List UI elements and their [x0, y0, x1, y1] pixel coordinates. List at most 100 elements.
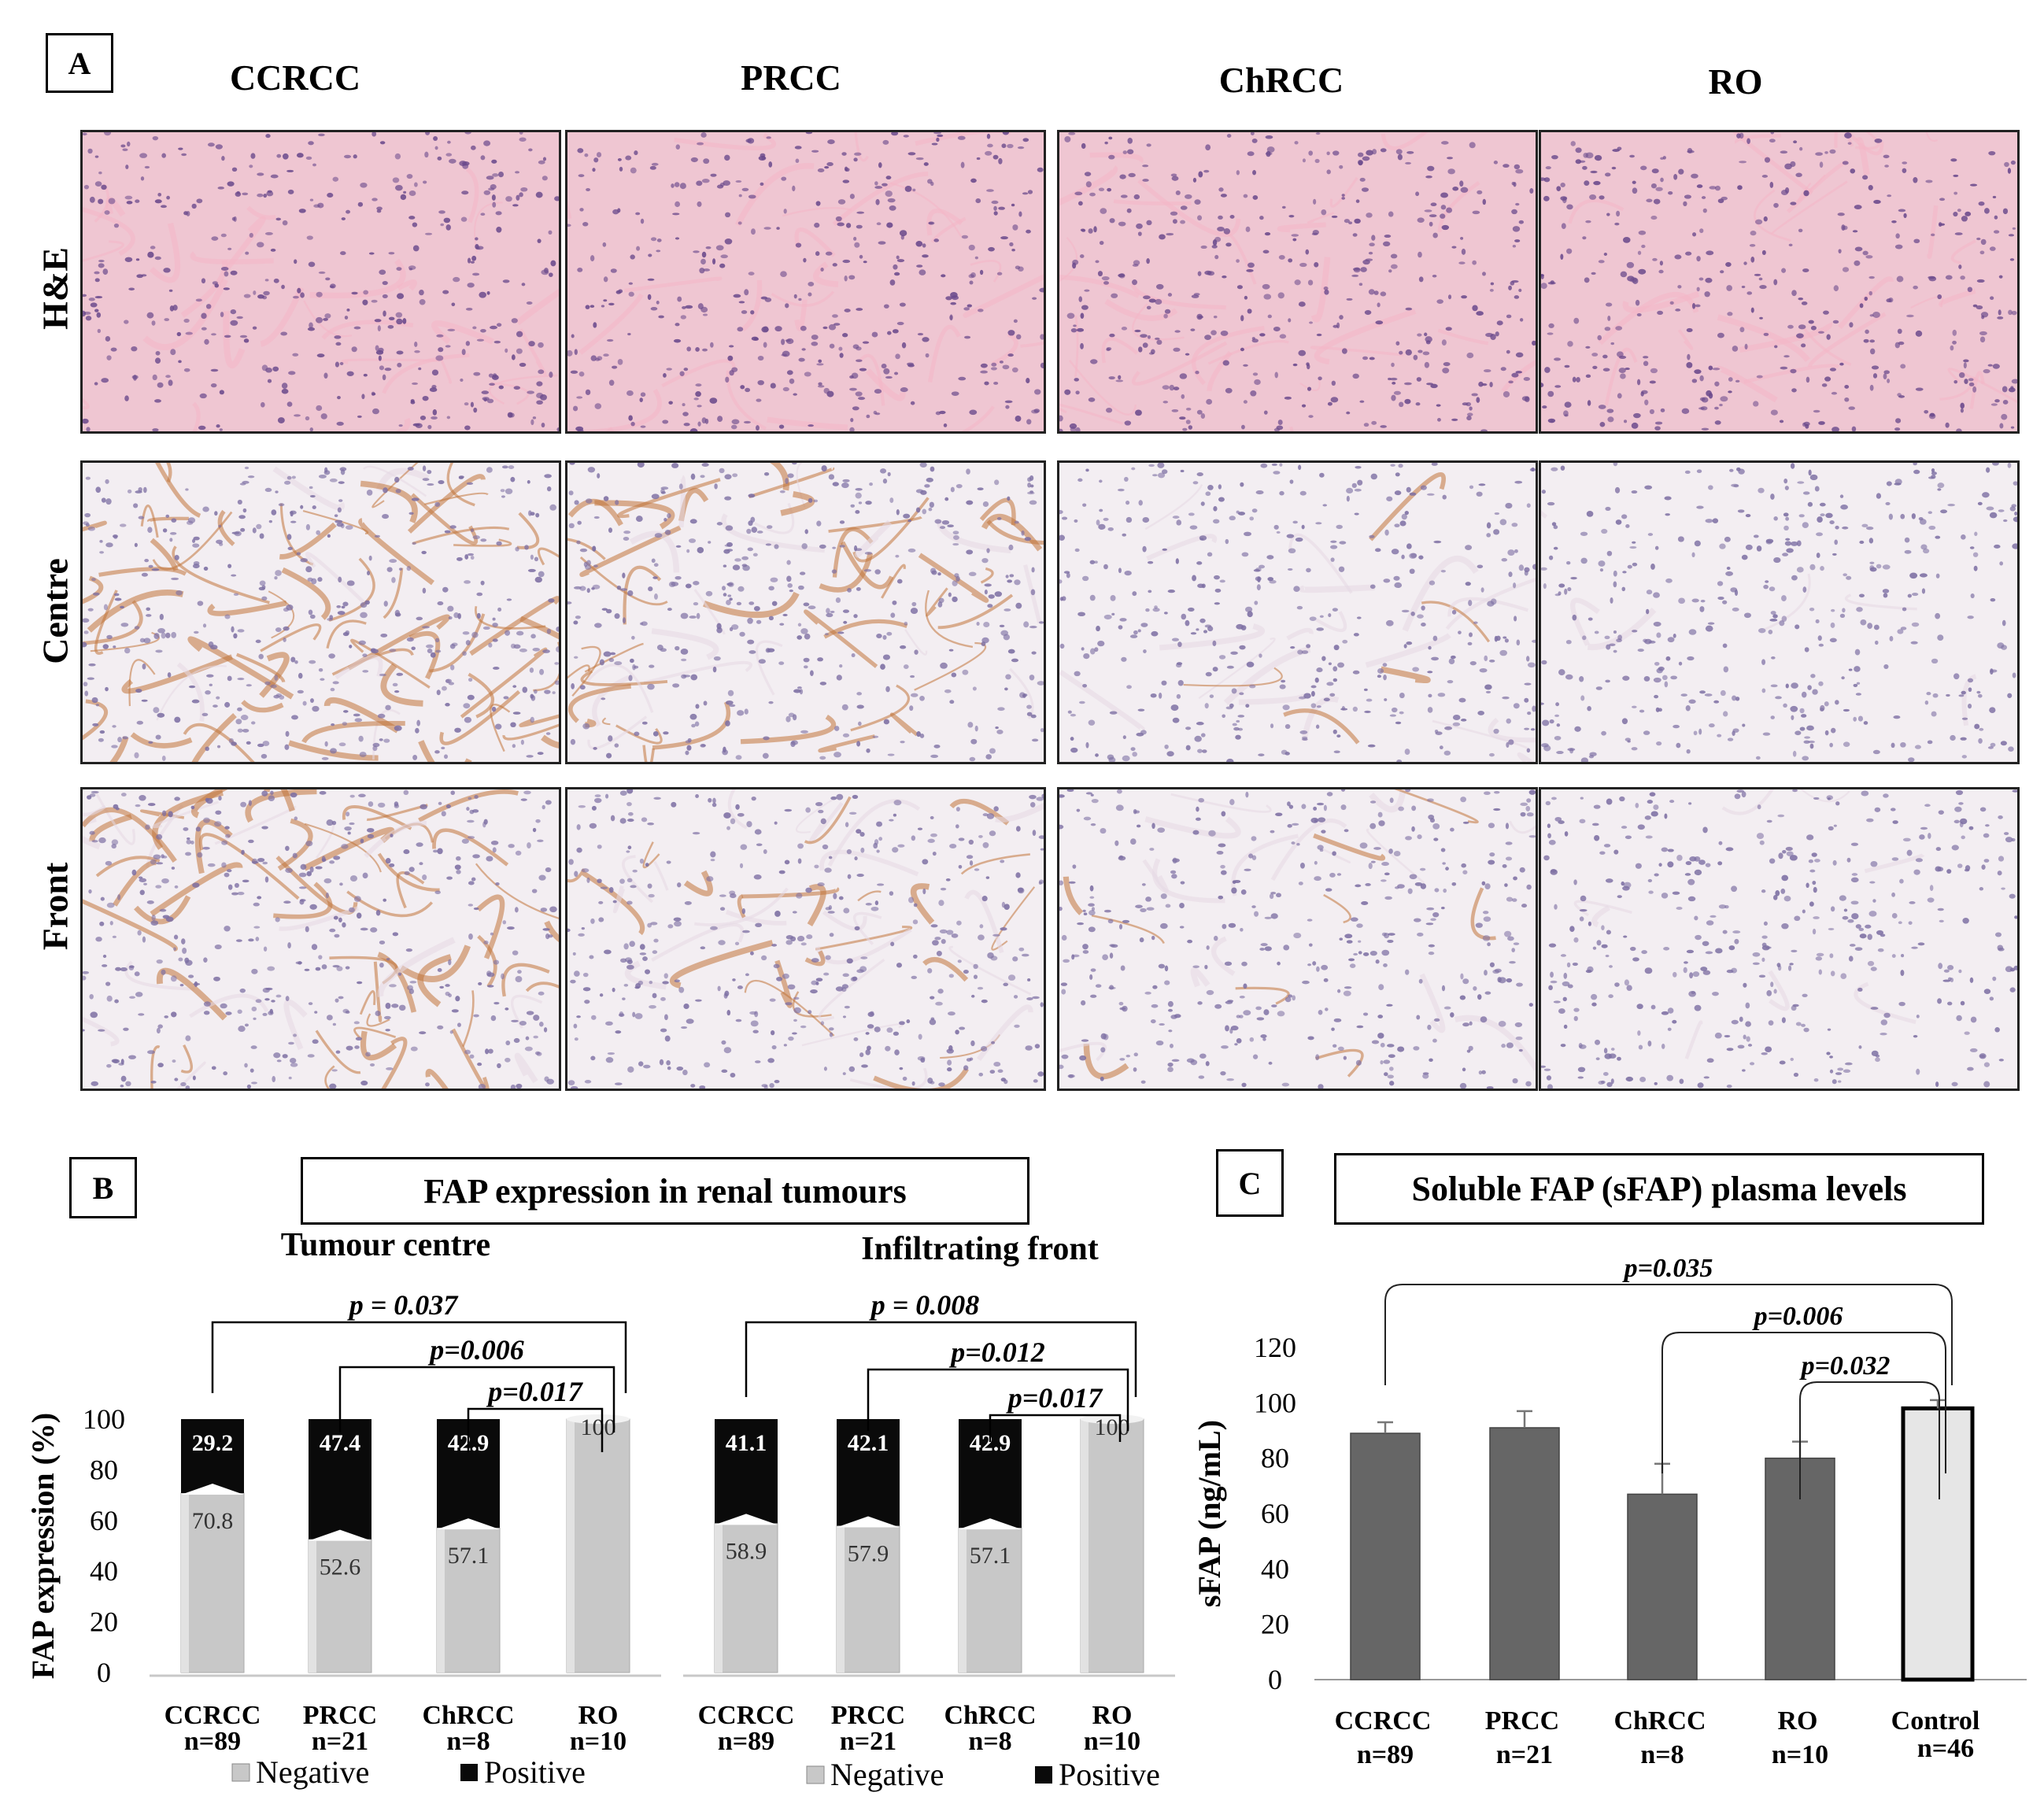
bar-bevel: [181, 1484, 244, 1495]
category-n-label: n=10: [570, 1727, 627, 1756]
bar-negative: [308, 1539, 372, 1673]
y-tick-label: 20: [90, 1606, 118, 1638]
micrograph-centre-prcc: [565, 460, 1046, 764]
sfap-bar: [1489, 1427, 1560, 1680]
category-n-label: n=46: [1917, 1734, 1974, 1763]
data-label-negative: 70.8: [192, 1508, 234, 1534]
bar-positive: [309, 1419, 371, 1540]
significance-label: p=0.035: [1622, 1254, 1713, 1283]
significance-label: p=0.006: [1752, 1302, 1843, 1331]
row-label-front: Front: [35, 862, 76, 951]
category-n-label: n=89: [1357, 1740, 1414, 1769]
significance-bracket: [989, 1414, 1122, 1442]
bar-negative-highlight: [309, 1539, 316, 1673]
category-n-label: n=8: [968, 1727, 1011, 1756]
y-tick-label: 80: [90, 1454, 118, 1485]
y-tick-label: 40: [90, 1555, 118, 1587]
bar-negative-highlight: [1081, 1419, 1089, 1673]
micrograph-he-ro: [1539, 130, 2020, 434]
panel-b-title: FAP expression in renal tumours: [301, 1157, 1029, 1225]
legend-swatch-positive: [1035, 1766, 1052, 1784]
significance-bracket: [338, 1366, 615, 1432]
subplot-title: Infiltrating front: [861, 1231, 1098, 1267]
micrograph-centre-chrcc: [1057, 460, 1538, 764]
data-label-positive: 47.4: [320, 1430, 361, 1456]
subplot-title: Tumour centre: [281, 1227, 490, 1263]
significance-label: p=0.032: [1799, 1351, 1891, 1381]
micrograph-he-ccrcc: [80, 130, 561, 434]
y-tick-label: 60: [1261, 1498, 1289, 1529]
category-label: RO: [1092, 1701, 1133, 1730]
panel-c-label: C: [1216, 1149, 1284, 1217]
bar-negative: [836, 1525, 900, 1673]
category-label: CCRCC: [164, 1701, 261, 1730]
data-label-negative: 100: [581, 1414, 616, 1440]
bar-negative-highlight: [567, 1419, 575, 1673]
bar-negative: [1080, 1418, 1144, 1673]
micrograph-centre-ro: [1539, 460, 2020, 764]
category-label: ChRCC: [422, 1701, 514, 1730]
category-n-label: n=89: [718, 1727, 774, 1756]
category-label: RO: [578, 1701, 619, 1730]
panel-b-label: B: [69, 1157, 137, 1218]
sfap-bar: [1350, 1432, 1421, 1680]
bar-negative-highlight: [837, 1525, 845, 1673]
column-label-ro: RO: [1708, 61, 1763, 102]
y-tick-label: 60: [90, 1505, 118, 1536]
category-label: ChRCC: [944, 1701, 1036, 1730]
micrograph-centre-ccrcc: [80, 460, 561, 764]
sfap-bar: [1627, 1493, 1698, 1680]
legend-swatch-negative: [231, 1763, 250, 1782]
category-n-label: n=21: [1496, 1740, 1553, 1769]
bar-negative-highlight: [715, 1523, 723, 1673]
data-label-positive: 41.1: [726, 1430, 767, 1456]
bar-positive: [181, 1419, 244, 1494]
bar-negative-highlight: [959, 1528, 967, 1673]
bar-negative-highlight: [181, 1493, 189, 1673]
significance-bracket: [745, 1321, 1137, 1397]
row-label-centre: Centre: [35, 558, 76, 664]
category-n-label: n=8: [1640, 1740, 1684, 1769]
significance-label: p=0.012: [948, 1336, 1045, 1368]
legend-swatch-positive: [460, 1764, 478, 1781]
category-label: Control: [1891, 1706, 1980, 1736]
significance-bracket: [211, 1321, 627, 1393]
bar-bevel: [837, 1516, 900, 1528]
significance-bracket: [467, 1407, 604, 1452]
category-label: CCRCC: [698, 1701, 795, 1730]
bar-negative-highlight: [437, 1528, 445, 1673]
y-tick-label: 0: [1268, 1664, 1282, 1695]
significance-label: p = 0.008: [869, 1289, 980, 1321]
data-label-negative: 57.1: [970, 1543, 1011, 1569]
category-n-label: n=10: [1084, 1727, 1140, 1756]
category-label: PRCC: [303, 1701, 377, 1730]
category-label: CCRCC: [1335, 1706, 1432, 1736]
significance-label: p=0.017: [1006, 1382, 1104, 1414]
y-tick-label: 120: [1254, 1332, 1296, 1363]
bar-bevel: [437, 1518, 500, 1530]
bar-negative: [714, 1522, 778, 1673]
bar-negative: [180, 1492, 245, 1673]
bar-negative: [566, 1418, 630, 1673]
column-label-chrcc: ChRCC: [1218, 60, 1344, 100]
significance-label: p=0.006: [427, 1334, 524, 1366]
y-tick-label: 100: [83, 1403, 125, 1435]
legend-label-negative: Negative: [256, 1754, 369, 1790]
panel-b-chart: FAP expression (%) 0 20 40 60 80 100 Tumour cen…: [25, 1227, 1175, 1792]
column-label-ccrcc: CCRCC: [229, 57, 361, 98]
panel-c-title: Soluble FAP (sFAP) plasma levels: [1334, 1153, 1984, 1225]
micrograph-front-prcc: [565, 787, 1046, 1091]
bar-bevel: [959, 1518, 1022, 1530]
y-tick-label: 40: [1261, 1553, 1289, 1584]
category-label: ChRCC: [1613, 1706, 1706, 1736]
micrograph-front-chrcc: [1057, 787, 1538, 1091]
y-tick-label: 80: [1261, 1443, 1289, 1474]
significance-bracket: [1384, 1284, 1953, 1385]
bar-negative: [436, 1527, 501, 1673]
significance-label: p = 0.037: [347, 1289, 460, 1321]
column-label-prcc: PRCC: [741, 57, 841, 98]
category-label: PRCC: [831, 1701, 905, 1730]
category-n-label: n=10: [1772, 1740, 1828, 1769]
category-label: PRCC: [1485, 1706, 1559, 1736]
significance-bracket: [1661, 1332, 1946, 1473]
